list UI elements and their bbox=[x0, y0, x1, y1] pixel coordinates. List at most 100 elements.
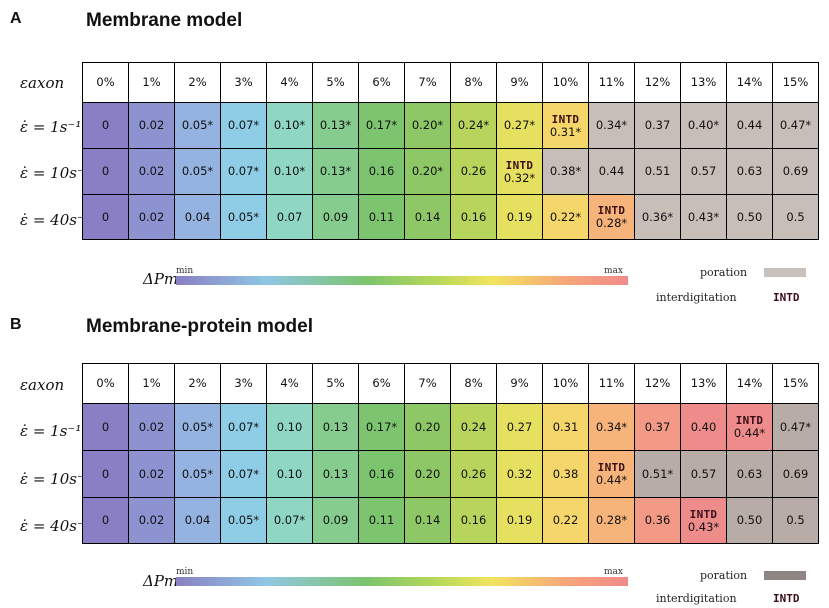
cell-value: 0.09 bbox=[322, 513, 349, 527]
panel-b-data-cell: 0 bbox=[82, 497, 129, 544]
cell-value: 0.13 bbox=[322, 419, 349, 434]
legend-b-intd: INTD bbox=[773, 592, 800, 605]
cell-value: 0.19 bbox=[506, 209, 533, 224]
panel-a-data-cell: 0.02 bbox=[128, 148, 175, 195]
panel-b-data-cell: 0.38 bbox=[542, 450, 589, 498]
panel-a-col-header: 4% bbox=[266, 62, 313, 103]
panel-b-col-header: 7% bbox=[404, 363, 451, 404]
panel-b-data-cell: 0.05* bbox=[220, 497, 267, 544]
cell-value: 0.20* bbox=[411, 164, 444, 178]
cell-value: 0.19 bbox=[506, 513, 533, 527]
panel-a-data-cell: 0.13* bbox=[312, 102, 359, 149]
cell-value: 0.43* bbox=[687, 209, 720, 224]
cell-value: 0.50 bbox=[736, 209, 763, 224]
panel-b-data-cell: 0.19 bbox=[496, 497, 543, 544]
panel-a-data-cell: 0 bbox=[82, 102, 129, 149]
panel-a-data-cell: 0.07* bbox=[220, 148, 267, 195]
cell-value: 0.02 bbox=[138, 118, 165, 132]
cell-value: 0.26 bbox=[460, 164, 487, 178]
panel-a-col-header: 5% bbox=[312, 62, 359, 103]
cell-value: 0.07 bbox=[276, 209, 303, 224]
cell-value: 0.36* bbox=[641, 209, 674, 224]
panel-b-col-header: 12% bbox=[634, 363, 681, 404]
panel-b-data-cell: INTD 0.44* bbox=[726, 403, 773, 451]
intd-marker: INTD bbox=[505, 158, 534, 172]
panel-b-data-cell: 0.13 bbox=[312, 403, 359, 451]
cell-value: 0.13 bbox=[322, 466, 349, 481]
panel-b-col-header: 0% bbox=[82, 363, 129, 404]
cell-value: 0.38 bbox=[552, 466, 579, 481]
panel-a-col-header: 11% bbox=[588, 62, 635, 103]
panel-a-data-cell: 0.40* bbox=[680, 102, 727, 149]
panel-b-title: Membrane-protein model bbox=[86, 316, 313, 337]
panel-b-data-cell: 0.20 bbox=[404, 403, 451, 451]
cell-value: 0.43* bbox=[687, 519, 720, 534]
cell-value: 0.57 bbox=[690, 164, 717, 178]
intd-marker: INTD bbox=[735, 414, 764, 427]
panel-b-data-cell: 0.05* bbox=[174, 450, 221, 498]
panel-b-row-label-3: ε̇ = 40s⁻¹ bbox=[20, 517, 91, 535]
panel-a-data-cell: 0.20* bbox=[404, 102, 451, 149]
panel-a-data-cell: 0.14 bbox=[404, 194, 451, 240]
legend-a-intd: INTD bbox=[773, 291, 800, 304]
panel-b-col-header: 5% bbox=[312, 363, 359, 404]
cell-value: 0.63 bbox=[736, 164, 763, 178]
intd-marker: INTD bbox=[689, 507, 718, 521]
cell-value: 0.37 bbox=[644, 118, 671, 132]
panel-a-data-cell: 0.02 bbox=[128, 194, 175, 240]
cell-value: 0.05* bbox=[227, 209, 260, 224]
cell-value: 0.16 bbox=[368, 164, 395, 178]
panel-b-data-cell: 0.50 bbox=[726, 497, 773, 544]
legend-a-dpm-label: ΔPm bbox=[143, 270, 179, 288]
panel-a-data-cell: 0.05* bbox=[174, 102, 221, 149]
panel-b-data-cell: 0.07* bbox=[220, 450, 267, 498]
panel-b-col-header: 4% bbox=[266, 363, 313, 404]
panel-a-data-cell: 0.26 bbox=[450, 148, 497, 195]
panel-b-data-cell: INTD 0.43* bbox=[680, 497, 727, 544]
panel-b-data-cell: 0.13 bbox=[312, 450, 359, 498]
panel-a-data-cell: INTD 0.32* bbox=[496, 148, 543, 195]
cell-value: 0.17* bbox=[365, 419, 398, 434]
panel-a-data-cell: 0.16 bbox=[450, 194, 497, 240]
cell-value: 0.10* bbox=[273, 164, 306, 178]
panel-b-col-header: 15% bbox=[772, 363, 819, 404]
panel-a-data-cell: 0.44 bbox=[726, 102, 773, 149]
panel-b-data-cell: 0.07* bbox=[266, 497, 313, 544]
panel-a-data-cell: 0.38* bbox=[542, 148, 589, 195]
panel-a-col-header: 10% bbox=[542, 62, 589, 103]
cell-value: 0.57 bbox=[690, 466, 717, 481]
cell-value: 0.02 bbox=[138, 466, 165, 481]
cell-value: 0.05* bbox=[181, 118, 214, 132]
cell-value: 0 bbox=[101, 118, 110, 132]
panel-a-data-cell: 0.10* bbox=[266, 148, 313, 195]
panel-a-row-label-1: ε̇ = 1s⁻¹ bbox=[20, 118, 82, 136]
panel-a-data-cell: 0.24* bbox=[450, 102, 497, 149]
panel-b-data-cell: 0.37 bbox=[634, 403, 681, 451]
cell-value: 0 bbox=[101, 209, 110, 224]
panel-a-col-header: 3% bbox=[220, 62, 267, 103]
panel-a-col-header: 8% bbox=[450, 62, 497, 103]
panel-a-data-cell: 0.69 bbox=[772, 148, 819, 195]
legend-a-max: max bbox=[604, 266, 623, 276]
panel-b-col-header: 2% bbox=[174, 363, 221, 404]
panel-b-col-header: 13% bbox=[680, 363, 727, 404]
cell-value: 0.11 bbox=[368, 513, 395, 527]
cell-value: 0.27* bbox=[503, 118, 536, 132]
cell-value: 0.34* bbox=[595, 419, 628, 434]
legend-a-poration-swatch bbox=[764, 268, 806, 277]
panel-a-col-header: 15% bbox=[772, 62, 819, 103]
panel-a-letter: A bbox=[10, 10, 22, 27]
cell-value: 0.05* bbox=[181, 466, 214, 481]
panel-b-data-cell: 0.28* bbox=[588, 497, 635, 544]
cell-value: 0.02 bbox=[138, 164, 165, 178]
legend-a-min: min bbox=[176, 266, 194, 276]
panel-a-data-cell: INTD 0.31* bbox=[542, 102, 589, 149]
cell-value: 0.40* bbox=[687, 118, 720, 132]
panel-a-data-cell: 0.10* bbox=[266, 102, 313, 149]
panel-a-data-cell: 0.27* bbox=[496, 102, 543, 149]
cell-value: 0.44 bbox=[598, 164, 625, 178]
panel-b-col-header: 10% bbox=[542, 363, 589, 404]
cell-value: 0.40 bbox=[690, 419, 717, 434]
panel-b-axis-label: εaxon bbox=[20, 376, 65, 394]
panel-b-data-cell: 0.47* bbox=[772, 403, 819, 451]
